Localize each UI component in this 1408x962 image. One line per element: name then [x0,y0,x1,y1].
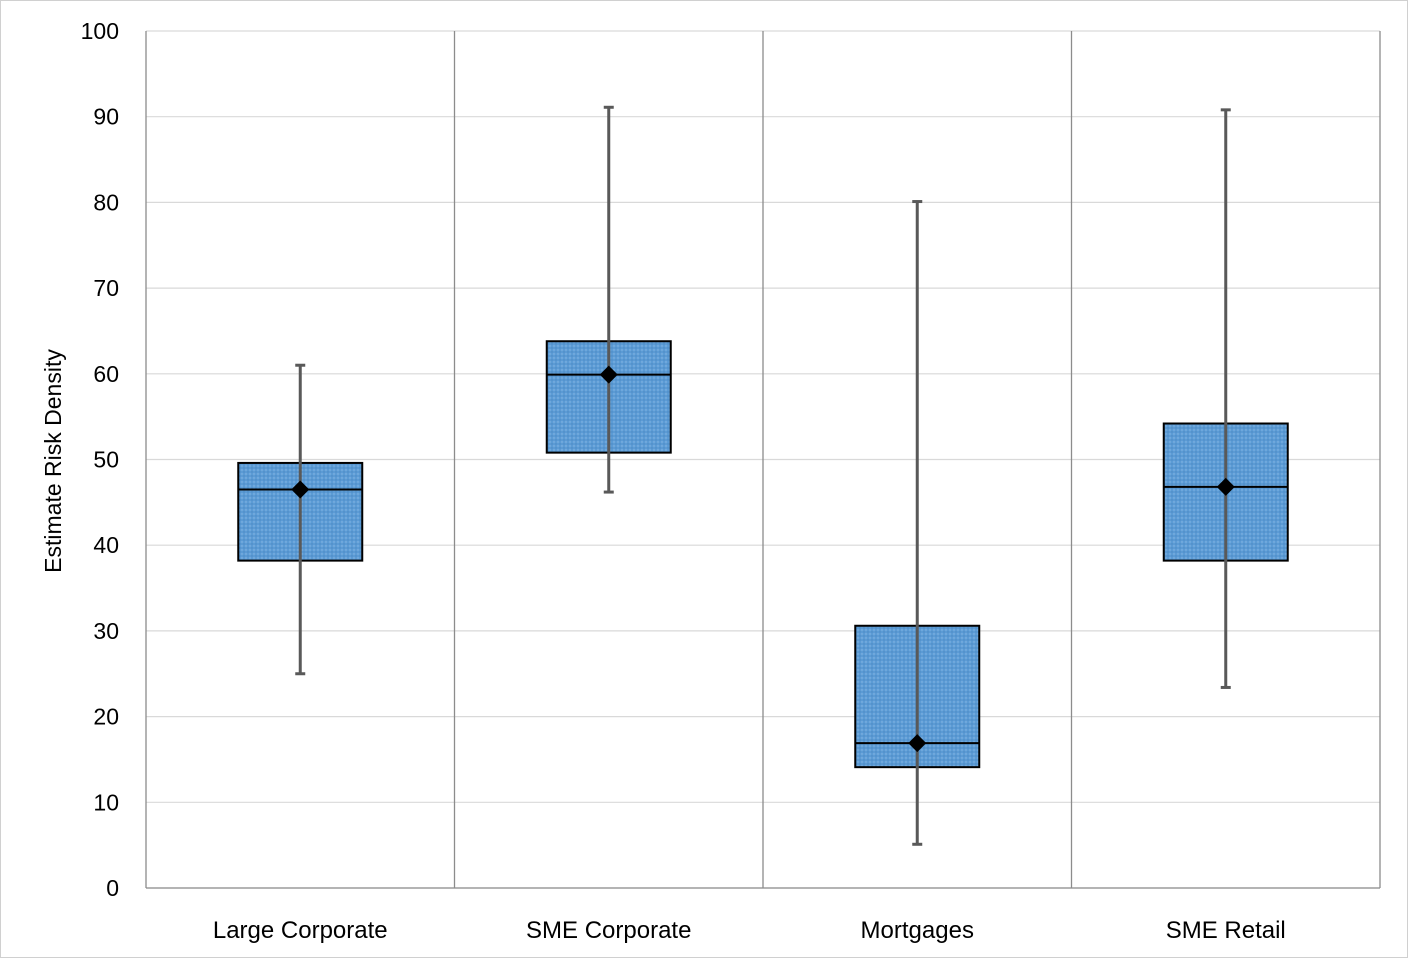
y-tick-label-60: 60 [93,361,119,387]
y-tick-label-0: 0 [106,875,119,901]
x-category-label-1: Large Corporate [213,917,388,944]
category-dividers [145,31,1381,889]
y-tick-label-80: 80 [93,189,119,215]
x-category-label-3: Mortgages [861,917,974,944]
y-tick-label-100: 100 [81,18,119,44]
box-2 [545,105,672,494]
y-tick-label-30: 30 [93,618,119,644]
y-tick-label-70: 70 [93,275,119,301]
box-1 [237,363,364,676]
boxes [237,105,1289,846]
y-axis-ticks: 0 10 20 30 40 50 60 70 80 90 100 [81,18,119,901]
y-axis-title: Estimate Risk Density [40,349,66,573]
x-category-label-4: SME Retail [1166,917,1286,944]
box-3 [854,200,981,846]
box-mean-marker-4 [1216,477,1235,496]
box-mean-marker-3 [908,734,927,753]
box-mean-marker-2 [599,365,618,384]
y-tick-label-40: 40 [93,532,119,558]
x-axis-categories: Large Corporate SME Corporate Mortgages SME… [213,917,1286,944]
y-tick-label-90: 90 [93,104,119,130]
box-4 [1162,108,1289,689]
y-tick-label-20: 20 [93,704,119,730]
y-tick-label-50: 50 [93,447,119,473]
box-mean-marker-1 [291,480,310,499]
y-tick-label-10: 10 [93,789,119,815]
x-category-label-2: SME Corporate [526,917,691,944]
